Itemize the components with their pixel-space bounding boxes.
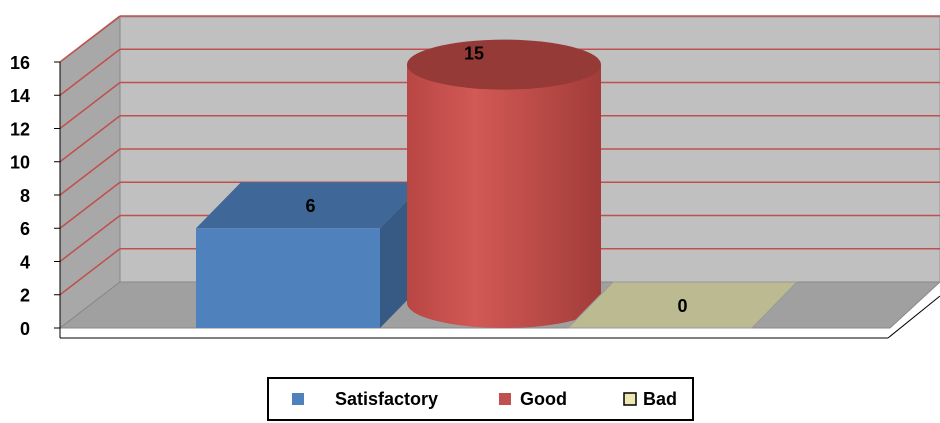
bars: 6 15 0	[196, 39, 799, 329]
legend-label: Good	[520, 389, 567, 409]
legend-items: Satisfactory Good Bad	[292, 389, 677, 409]
legend-swatch	[623, 392, 637, 406]
y-tick-label: 10	[10, 153, 30, 173]
y-tick-label: 16	[10, 53, 30, 73]
y-tick-label: 4	[20, 252, 30, 272]
y-tick-label: 8	[20, 186, 30, 206]
value-label: 0	[677, 296, 687, 316]
bar-top	[407, 39, 601, 90]
grid-line-side	[59, 81, 121, 130]
legend-label: Satisfactory	[335, 389, 438, 409]
grid-line-side	[59, 15, 121, 63]
grid-line-side	[59, 214, 121, 263]
y-tick-label: 2	[20, 286, 30, 306]
legend-swatch	[292, 393, 304, 405]
legend	[267, 377, 694, 421]
grid-line-side	[59, 148, 121, 196]
legend-label: Bad	[643, 389, 677, 409]
bar-top	[566, 281, 799, 329]
y-tick-label: 14	[10, 86, 30, 106]
grid-line-side	[59, 181, 121, 229]
grid-line-side	[59, 115, 121, 163]
value-label: 6	[305, 196, 315, 216]
bar	[407, 64, 601, 328]
grid-line-side	[59, 248, 121, 296]
value-label: 15	[464, 43, 484, 63]
y-tick-label: 12	[10, 119, 30, 139]
bar	[196, 228, 380, 328]
legend-swatch	[499, 393, 511, 405]
y-tick-label: 0	[20, 319, 30, 339]
x-axis-depth	[887, 295, 940, 339]
y-tick-label: 6	[20, 219, 30, 239]
bar-top	[196, 182, 425, 229]
grid-line-side	[59, 48, 121, 96]
